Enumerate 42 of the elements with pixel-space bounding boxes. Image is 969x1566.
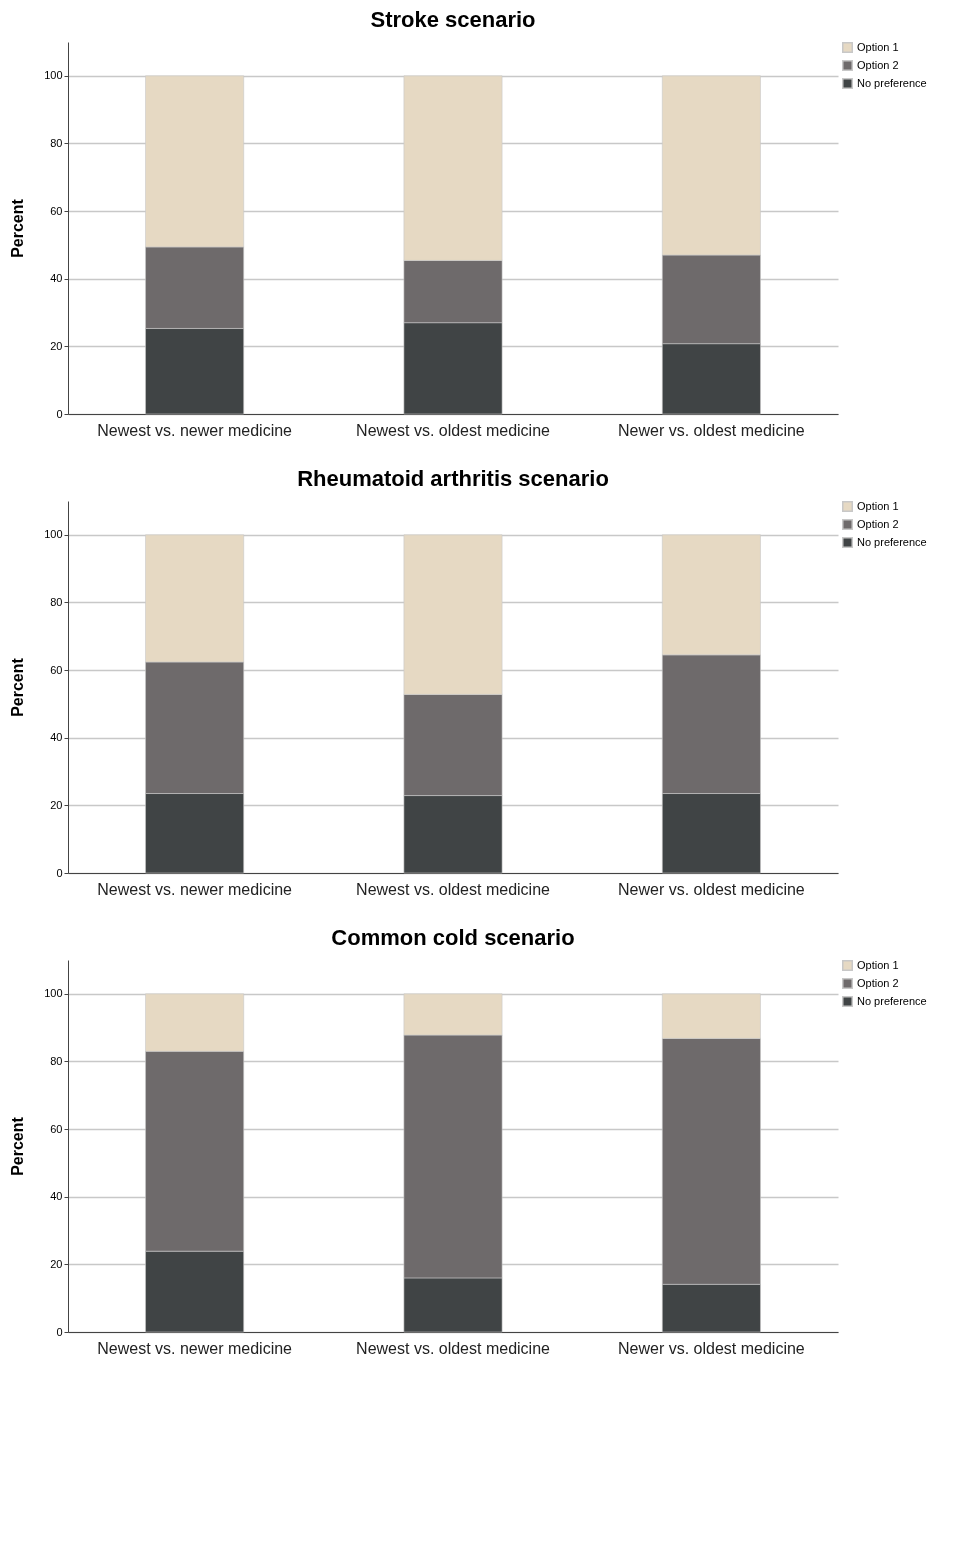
y-tick-label: 100	[44, 528, 63, 541]
y-tick-label: 60	[50, 1122, 63, 1135]
x-tick-label: Newest vs. oldest medicine	[356, 880, 551, 898]
y-axis-title: Percent	[9, 198, 27, 258]
y-tick-label: 40	[50, 1190, 63, 1203]
y-tick-label: 100	[44, 987, 63, 1000]
chart-title: Common cold scenario	[331, 925, 575, 950]
y-tick-label: 80	[50, 136, 63, 149]
legend-label: Option 2	[857, 976, 899, 989]
y-axis-title: Percent	[9, 657, 27, 717]
y-tick-label: 80	[50, 1054, 63, 1067]
y-tick-label: 40	[50, 272, 63, 285]
y-axis-title: Percent	[9, 1116, 27, 1176]
x-tick-label: Newest vs. oldest medicine	[356, 421, 551, 439]
x-tick-label: Newest vs. newer medicine	[97, 421, 293, 439]
x-tick-label: Newest vs. oldest medicine	[356, 1339, 551, 1357]
x-tick-label: Newer vs. oldest medicine	[618, 421, 805, 439]
chart-title: Rheumatoid arthritis scenario	[297, 466, 609, 491]
legend-label: No preference	[857, 76, 927, 89]
y-tick-label: 100	[44, 69, 63, 82]
y-tick-label: 60	[50, 204, 63, 217]
y-tick-label: 20	[50, 1257, 63, 1270]
y-tick-label: 0	[56, 1325, 63, 1338]
legend-label: No preference	[857, 994, 927, 1007]
y-tick-label: 80	[50, 595, 63, 608]
y-tick-label: 20	[50, 339, 63, 352]
x-tick-label: Newest vs. newer medicine	[97, 880, 293, 898]
legend-label: Option 2	[857, 517, 899, 530]
x-tick-label: Newer vs. oldest medicine	[618, 1339, 805, 1357]
legend-label: Option 1	[857, 40, 899, 53]
y-tick-label: 60	[50, 663, 63, 676]
y-tick-label: 20	[50, 798, 63, 811]
legend-label: Option 2	[857, 58, 899, 71]
chart-title: Stroke scenario	[370, 7, 536, 32]
x-tick-label: Newer vs. oldest medicine	[618, 880, 805, 898]
legend-label: No preference	[857, 535, 927, 548]
legend-label: Option 1	[857, 499, 899, 512]
legend-label: Option 1	[857, 958, 899, 971]
x-tick-label: Newest vs. newer medicine	[97, 1339, 293, 1357]
y-tick-label: 40	[50, 731, 63, 744]
y-tick-label: 0	[56, 407, 63, 420]
y-tick-label: 0	[56, 866, 63, 879]
